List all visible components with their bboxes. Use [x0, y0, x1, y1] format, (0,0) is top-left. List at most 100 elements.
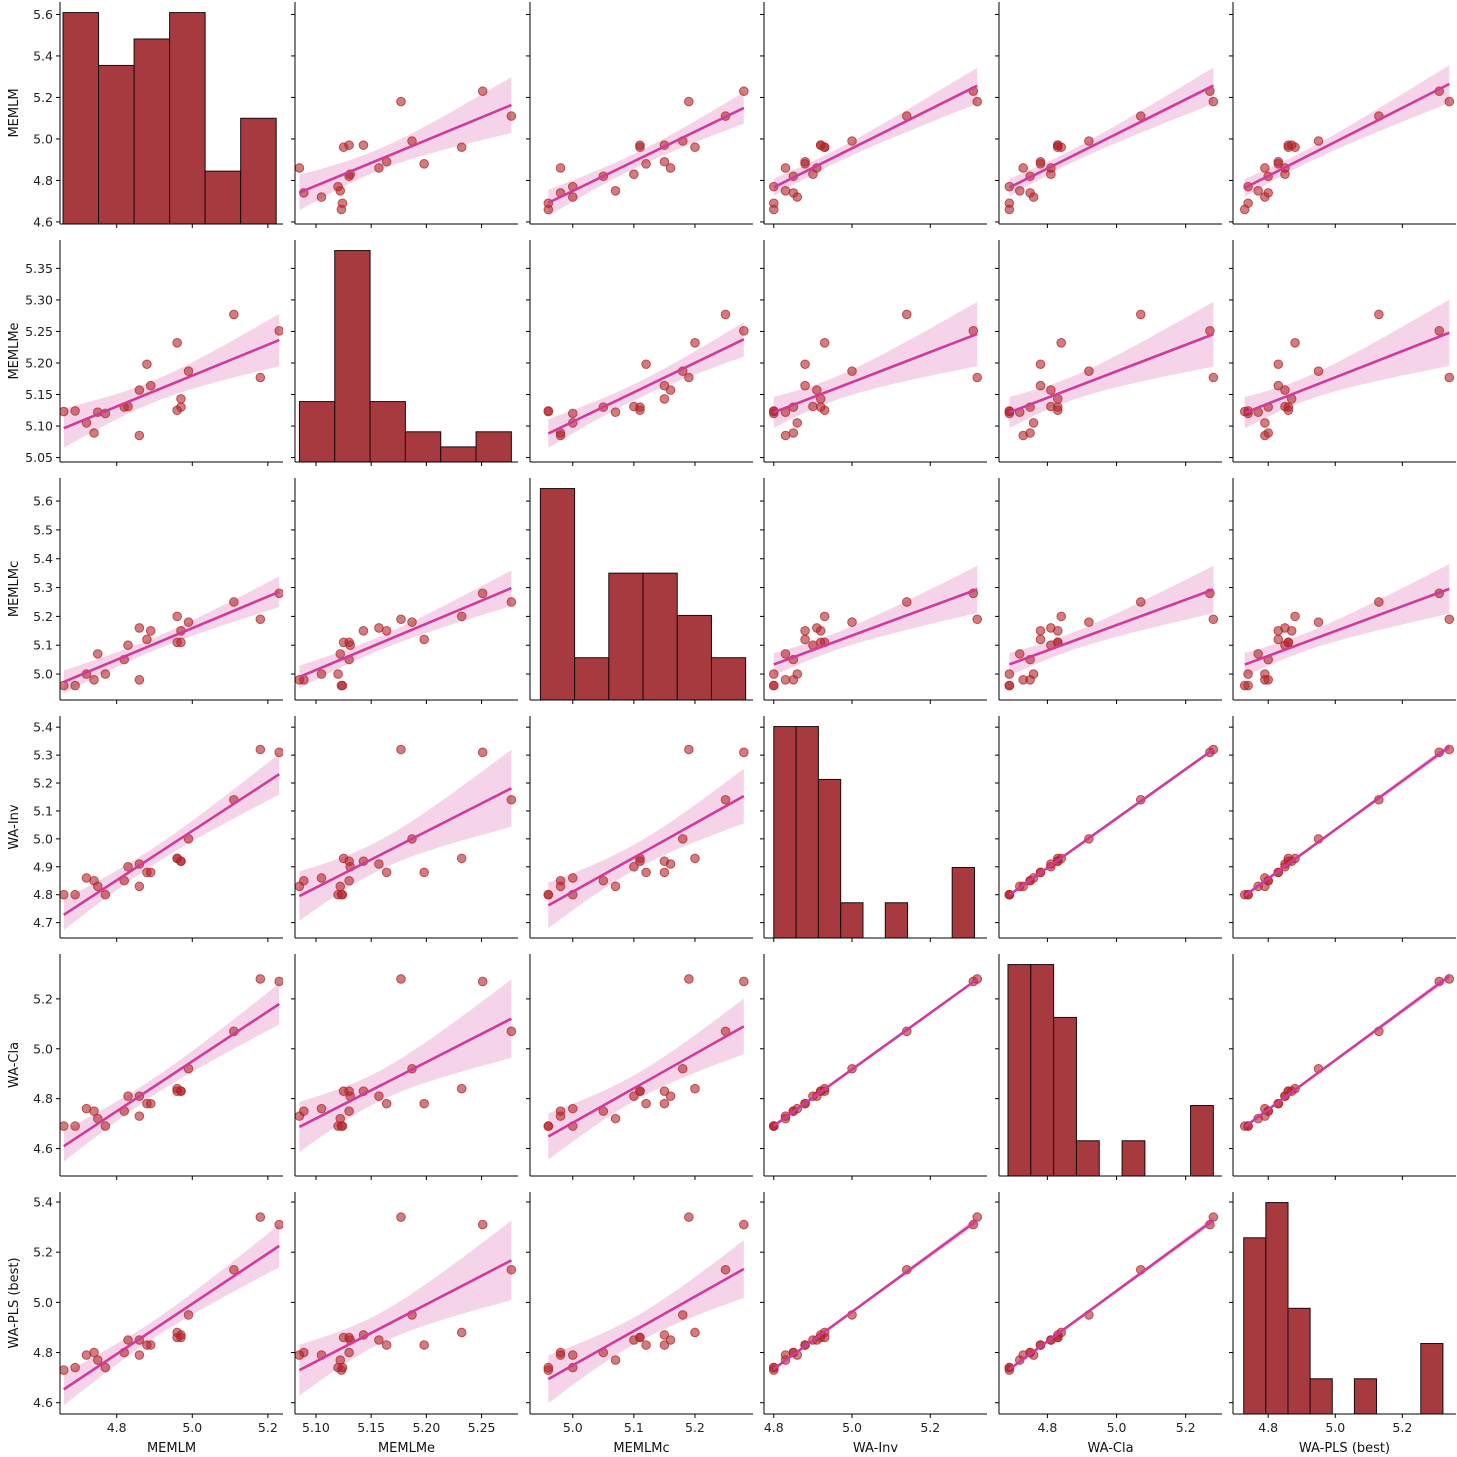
histogram-bar	[1353, 1378, 1378, 1414]
y-tick-label: 4.7	[33, 915, 53, 930]
data-point	[1374, 597, 1384, 607]
data-point	[677, 1063, 688, 1074]
regression-line	[298, 1017, 512, 1129]
data-point	[172, 338, 182, 348]
data-point	[641, 159, 651, 169]
histogram-bar	[817, 778, 842, 938]
data-point	[972, 96, 983, 107]
plot-area	[768, 67, 983, 215]
data-point	[333, 669, 343, 679]
data-point	[1135, 597, 1146, 607]
data-point	[629, 1091, 639, 1101]
data-point	[610, 881, 621, 892]
panel-memlmc-vs-memlmc	[526, 478, 753, 704]
data-point	[665, 1335, 676, 1345]
data-point	[1014, 186, 1025, 196]
data-point	[506, 1026, 517, 1037]
confidence-band	[63, 1224, 280, 1406]
data-point	[1035, 156, 1046, 167]
data-point	[456, 1327, 467, 1338]
data-point	[134, 675, 145, 685]
data-point	[1290, 611, 1300, 622]
x-axis-label-wa-inv: WA-Inv	[853, 1441, 899, 1456]
panel-memlm-vs-memlmc	[526, 2, 753, 228]
data-point	[739, 747, 749, 758]
data-point	[176, 856, 186, 867]
regression-line	[1244, 82, 1450, 190]
data-point	[274, 326, 283, 336]
histogram-bar	[1309, 1378, 1333, 1414]
y-tick-label: 4.8	[33, 1345, 53, 1360]
data-point	[295, 881, 305, 892]
data-point	[659, 1340, 670, 1350]
data-point	[1035, 380, 1046, 391]
data-point	[344, 1347, 354, 1358]
data-point	[60, 680, 69, 691]
plot-area	[543, 86, 749, 216]
regression-line	[1008, 333, 1214, 414]
panel-memlm-vs-wa-pls-best	[1229, 2, 1456, 228]
y-tick-label: 5.05	[25, 450, 53, 465]
plot-area	[1239, 972, 1455, 1131]
confidence-band	[299, 570, 512, 689]
x-axis-label-memlme: MEMLMe	[378, 1441, 435, 1456]
data-point	[800, 634, 810, 645]
data-point	[295, 1111, 305, 1121]
x-tick-label: 5.0	[1325, 1420, 1345, 1435]
regression-line	[773, 84, 978, 189]
y-tick-label: 5.35	[25, 261, 53, 276]
histogram-bar	[62, 12, 100, 224]
data-point	[815, 402, 826, 412]
data-point	[788, 675, 799, 685]
data-point	[89, 675, 99, 685]
panel-memlmc-vs-memlme	[291, 478, 518, 704]
data-point	[358, 140, 369, 150]
data-point	[255, 744, 266, 755]
regression-line	[547, 338, 745, 435]
histogram-bar	[1007, 964, 1032, 1176]
histogram-bar	[475, 431, 512, 462]
data-point	[1018, 163, 1029, 173]
x-tick-label: 5.0	[563, 1420, 583, 1435]
data-point	[396, 96, 406, 107]
regression-line	[1008, 1219, 1215, 1371]
data-point	[229, 597, 239, 607]
data-point	[134, 623, 145, 633]
data-point	[690, 338, 700, 348]
data-point	[89, 1347, 99, 1358]
data-point	[1018, 675, 1029, 685]
regression-line	[1008, 748, 1215, 897]
data-point	[477, 976, 488, 987]
x-tick-label: 5.2	[685, 1420, 705, 1435]
data-point	[677, 834, 688, 844]
panel-memlm-vs-wa-cla	[995, 2, 1222, 228]
histogram-bar	[773, 726, 797, 938]
data-point	[1434, 326, 1445, 336]
data-point	[1018, 430, 1029, 441]
data-point	[901, 597, 912, 607]
y-tick-label: 5.1	[33, 803, 53, 818]
data-point	[567, 1103, 578, 1114]
data-point	[70, 1362, 80, 1373]
data-point	[792, 418, 803, 428]
histogram-bar	[642, 572, 678, 700]
histogram-bar	[1265, 1202, 1289, 1414]
data-point	[1208, 96, 1219, 107]
data-point	[89, 428, 99, 438]
regression-line	[298, 1259, 512, 1372]
data-point	[788, 428, 799, 438]
plot-area	[539, 488, 747, 700]
panel-wa-cla-vs-wa-pls-best	[1229, 954, 1456, 1180]
plot-area	[1239, 743, 1455, 900]
data-point	[396, 614, 406, 625]
data-point	[1313, 366, 1324, 376]
data-point	[901, 309, 912, 320]
data-point	[780, 186, 791, 196]
y-tick-label: 5.1	[33, 638, 53, 653]
y-tick-label: 5.2	[33, 90, 53, 105]
data-point	[100, 1121, 111, 1131]
data-point	[1263, 188, 1274, 198]
data-point	[274, 1219, 283, 1230]
histogram-bar	[676, 614, 712, 700]
data-point	[641, 1098, 651, 1109]
